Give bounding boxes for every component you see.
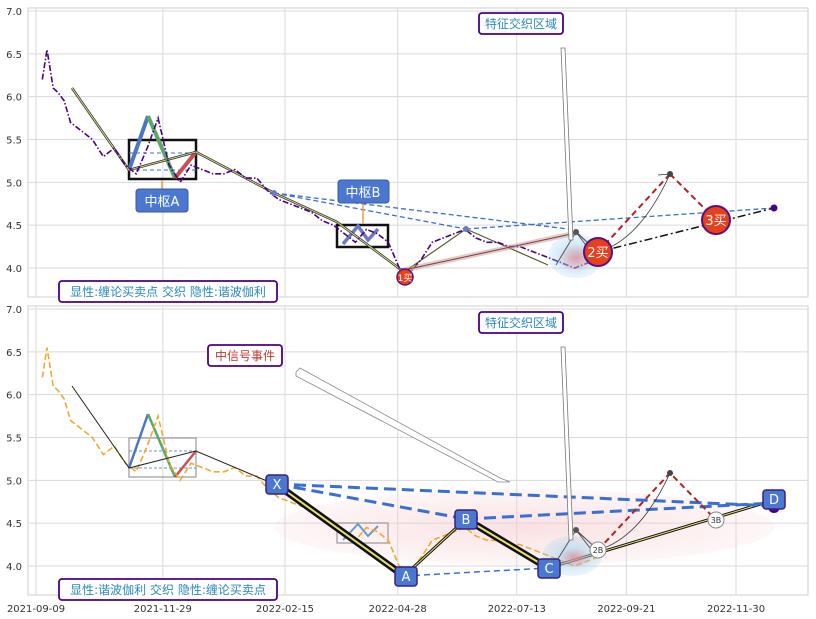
projection-dashdot	[597, 207, 775, 253]
pivot-point	[271, 190, 277, 196]
y-tick-label: 5.5	[6, 136, 22, 147]
harmonic-point-a: A	[394, 566, 418, 587]
panel-top: 4.0 4.5 5.0 5.5 6.0 6.5 7.0	[6, 7, 809, 303]
svg-text:显性:缠论买卖点 交织 隐性:谐波伽利: 显性:缠论买卖点 交织 隐性:谐波伽利	[70, 284, 266, 299]
zhongshu-b-label: 中枢B	[337, 179, 390, 224]
svg-text:1买: 1买	[398, 273, 413, 284]
event-label: 中信号事件	[207, 344, 283, 367]
zhongshu-b-box	[335, 223, 390, 249]
harmonic-point-c: C	[537, 558, 561, 579]
pivot-point	[463, 226, 469, 232]
x-tick-labels: 2021-09-09 2021-11-29 2022-02-15 2022-04-28…	[7, 604, 765, 615]
svg-text:B: B	[462, 513, 471, 528]
x-tick-label: 2022-07-13	[488, 604, 546, 615]
feature-point	[573, 527, 579, 533]
signal-2buy: 2买	[583, 237, 613, 267]
svg-text:特征交织区域: 特征交织区域	[485, 16, 557, 31]
svg-text:2买: 2买	[587, 246, 608, 261]
harmonic-point-x: X	[265, 474, 289, 495]
segment-line-bottom	[71, 385, 275, 485]
svg-text:2B: 2B	[593, 546, 604, 555]
y-tick-label: 6.5	[6, 50, 22, 61]
svg-text:3B: 3B	[711, 516, 722, 525]
svg-text:C: C	[544, 562, 553, 577]
x-tick-label: 2022-09-21	[597, 604, 655, 615]
svg-text:3买: 3买	[705, 214, 726, 229]
event-arrow	[295, 367, 511, 483]
bi-stroke	[127, 115, 150, 171]
svg-text:D: D	[769, 493, 779, 508]
y-tick-label: 4.5	[6, 221, 22, 232]
legend-top: 显性:缠论买卖点 交织 隐性:谐波伽利	[58, 280, 278, 303]
signal-3b: 3B	[707, 511, 725, 529]
bi-stroke	[173, 150, 198, 180]
price-line-top	[41, 49, 597, 274]
svg-text:中枢A: 中枢A	[145, 195, 180, 210]
signal-3buy: 3买	[701, 205, 731, 235]
y-tick-label: 5.5	[6, 434, 22, 445]
feature-region-label-top: 特征交织区域	[478, 12, 564, 35]
svg-text:X: X	[273, 478, 282, 493]
y-tick-label: 4.5	[6, 519, 22, 530]
svg-text:显性:谐波伽利 交织 隐性:缠论买卖点: 显性:谐波伽利 交织 隐性:缠论买卖点	[70, 582, 266, 597]
bi-stroke	[174, 450, 197, 478]
harmonic-dash-thin	[403, 567, 549, 577]
harmonic-point-b: B	[454, 509, 478, 530]
feature-region-label-bottom: 特征交织区域	[478, 311, 564, 334]
hidden-harmonic-line	[403, 232, 577, 271]
y-tick-label: 6.5	[6, 348, 22, 359]
svg-text:特征交织区域: 特征交织区域	[485, 315, 557, 330]
zhongshu-a-box-bottom	[128, 437, 197, 478]
harmonic-dash	[275, 482, 775, 508]
y-tick-label: 7.0	[6, 7, 22, 18]
y-tick-label: 6.0	[6, 93, 22, 104]
y-tick-label: 7.0	[6, 305, 22, 316]
projection-point	[667, 470, 673, 476]
x-tick-label: 2022-04-28	[369, 604, 427, 615]
feature-arrow	[560, 47, 574, 241]
harmonic-dash	[275, 482, 467, 521]
signal-1buy: 1买	[396, 268, 414, 286]
y-tick-labels-top: 4.0 4.5 5.0 5.5 6.0 6.5 7.0	[6, 7, 22, 275]
projection-arc-bottom	[597, 472, 671, 551]
x-tick-label: 2021-09-09	[7, 604, 65, 615]
x-tick-label: 2022-11-30	[707, 604, 765, 615]
harmonic-xa-inner	[275, 483, 405, 577]
zhongshu-a-box	[127, 138, 198, 181]
y-tick-label: 4.0	[6, 264, 22, 275]
feature-point	[573, 229, 579, 235]
projection-point	[667, 171, 673, 177]
feature-glow-red-bottom	[559, 548, 591, 568]
y-tick-label: 5.0	[6, 178, 22, 189]
legend-bottom: 显性:谐波伽利 交织 隐性:缠论买卖点	[58, 578, 278, 601]
harmonic-point-d: D	[762, 489, 786, 510]
y-tick-label: 4.0	[6, 562, 22, 573]
svg-text:A: A	[402, 570, 411, 585]
y-tick-label: 6.0	[6, 391, 22, 402]
projection-dash	[597, 173, 671, 253]
hidden-harmonic-line	[273, 192, 467, 230]
y-tick-label: 5.0	[6, 476, 22, 487]
feature-arrow-bottom	[560, 346, 574, 541]
bi-stroke	[127, 413, 150, 469]
x-tick-label: 2022-02-15	[256, 604, 314, 615]
x-tick-label: 2021-11-29	[134, 604, 192, 615]
grid-top	[28, 8, 808, 297]
segment-inner	[71, 87, 405, 273]
projection-point	[770, 204, 778, 212]
panel-bottom: 4.0 4.5 5.0 5.5 6.0 6.5 7.0	[6, 305, 809, 615]
harmonic-dash	[465, 501, 775, 521]
svg-text:中枢B: 中枢B	[346, 186, 381, 201]
harmonic-bc-inner	[465, 518, 549, 569]
zhongshu-a-label: 中枢A	[135, 180, 189, 213]
bi-stroke	[342, 522, 379, 541]
hidden-harmonic-line	[273, 192, 577, 231]
y-tick-labels-bottom: 4.0 4.5 5.0 5.5 6.0 6.5 7.0	[6, 305, 22, 573]
svg-text:中信号事件: 中信号事件	[215, 348, 275, 363]
signal-2b: 2B	[589, 541, 607, 559]
